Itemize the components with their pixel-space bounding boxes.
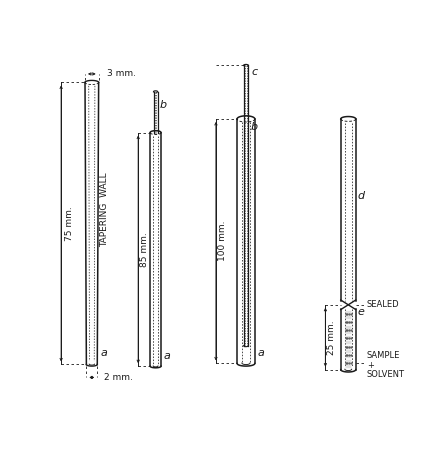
Text: 2 mm.: 2 mm. bbox=[104, 373, 132, 382]
Text: +: + bbox=[367, 361, 374, 370]
Text: SOLVENT: SOLVENT bbox=[367, 370, 405, 379]
Text: TAPERING  WALL: TAPERING WALL bbox=[100, 172, 109, 247]
Text: b: b bbox=[160, 100, 167, 110]
Text: 3 mm.: 3 mm. bbox=[107, 70, 136, 78]
Text: b: b bbox=[251, 122, 258, 132]
Text: SAMPLE: SAMPLE bbox=[367, 351, 400, 360]
Text: d: d bbox=[358, 191, 365, 201]
Text: 25 mm.: 25 mm. bbox=[327, 320, 337, 354]
Text: a: a bbox=[163, 351, 170, 361]
Text: e: e bbox=[358, 307, 365, 317]
Text: 75 mm.: 75 mm. bbox=[65, 206, 74, 241]
Text: a: a bbox=[100, 348, 107, 358]
Text: a: a bbox=[257, 348, 264, 358]
Text: 85 mm.: 85 mm. bbox=[140, 232, 149, 267]
Text: 100 mm.: 100 mm. bbox=[218, 221, 227, 262]
Text: SEALED: SEALED bbox=[367, 299, 399, 308]
Text: c: c bbox=[251, 67, 257, 77]
